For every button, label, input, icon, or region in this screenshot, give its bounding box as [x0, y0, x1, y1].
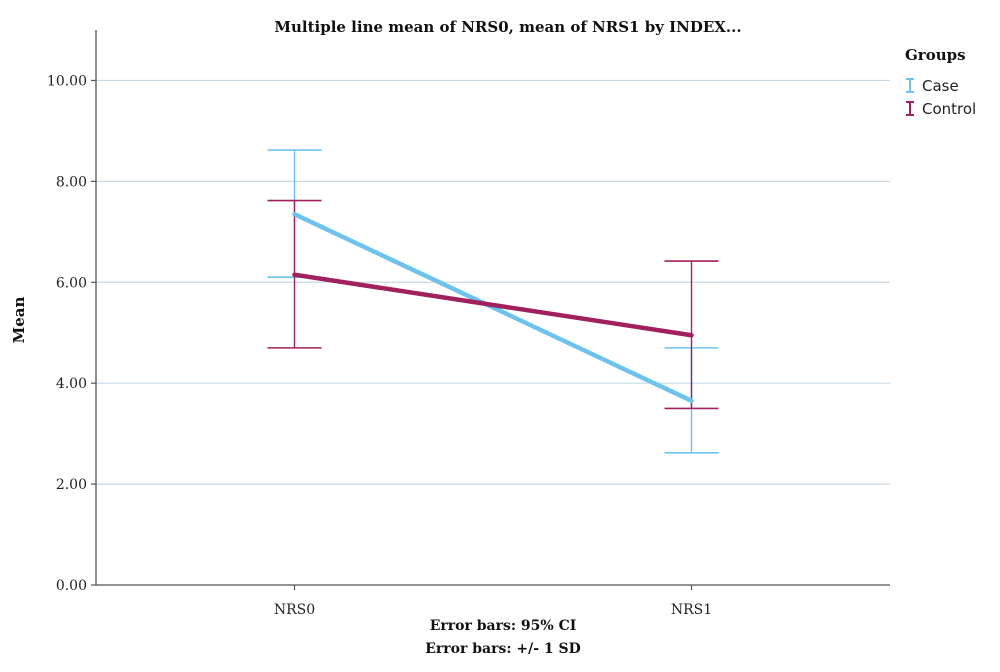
y-tick-label-4: 8.00	[56, 174, 87, 190]
legend-label-case: Case	[922, 77, 959, 95]
legend-title: Groups	[905, 46, 966, 64]
y-tick-label-1: 2.00	[56, 477, 87, 493]
legend-swatch-control	[906, 101, 914, 116]
y-tick-labels: 0.00 2.00 4.00 6.00 8.00 10.00	[47, 73, 87, 594]
legend-swatch-case	[906, 78, 914, 93]
axes	[91, 30, 890, 590]
x-tick-label-nrs1: NRS1	[671, 602, 712, 618]
legend-item-control: Control	[906, 100, 976, 118]
x-tick-label-nrs0: NRS0	[274, 602, 315, 618]
y-tick-label-0: 0.00	[56, 578, 87, 594]
series-case	[267, 149, 719, 454]
x-tick-labels: NRS0 NRS1	[274, 602, 712, 618]
y-axis-label: Mean	[10, 297, 28, 344]
footnote-0: Error bars: 95% CI	[430, 618, 577, 634]
series-line-case	[292, 211, 694, 404]
gridlines	[96, 79, 890, 485]
y-tick-label-2: 4.00	[56, 376, 87, 392]
series	[267, 149, 719, 454]
footnotes: Error bars: 95% CI Error bars: +/- 1 SD	[425, 618, 581, 657]
chart-title: Multiple line mean of NRS0, mean of NRS1…	[274, 18, 741, 36]
footnote-1: Error bars: +/- 1 SD	[425, 641, 581, 657]
legend: Groups Case Control	[905, 46, 976, 118]
legend-item-case: Case	[906, 77, 959, 95]
y-tick-label-3: 6.00	[56, 275, 87, 291]
legend-label-control: Control	[922, 100, 976, 118]
y-tick-label-5: 10.00	[47, 73, 87, 89]
series-line-control	[292, 272, 694, 338]
